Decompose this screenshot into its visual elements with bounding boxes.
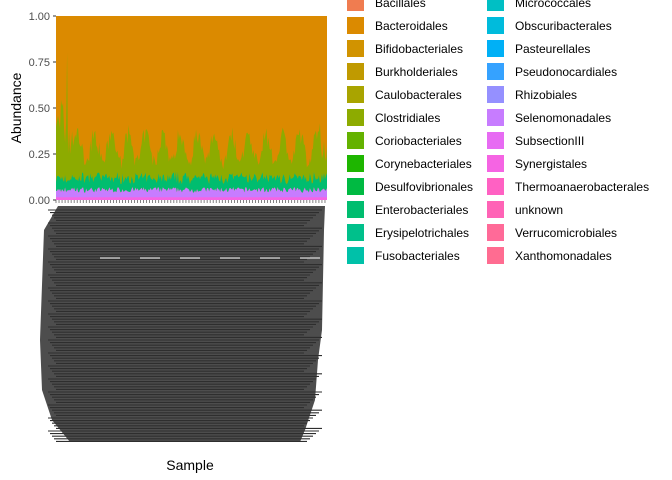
legend-label: Coriobacteriales [375,134,462,148]
legend-swatch [487,224,504,241]
legend-swatch [347,40,364,57]
legend-label: Bifidobacteriales [375,42,463,56]
legend-label: SubsectionIII [515,134,584,148]
legend-label: Bacteroidales [375,19,448,33]
area-synergistales [56,197,327,200]
legend-swatch [347,17,364,34]
area-clostridiales [56,52,327,185]
legend-label: Bacillales [375,0,426,10]
legend-swatch [487,17,504,34]
legend-label: Desulfovibrionales [375,180,473,194]
legend-label: Rhizobiales [515,88,577,102]
plot-panel [56,16,327,200]
legend-swatch [347,63,364,80]
legend-label: Erysipelotrichales [375,226,469,240]
legend-label: Pasteurellales [515,42,590,56]
legend-label: Synergistales [515,157,587,171]
legend-label: Caulobacterales [375,88,462,102]
legend-label: Clostridiales [375,111,440,125]
legend-swatch [487,201,504,218]
x-axis [40,200,326,442]
legend-swatch [347,178,364,195]
legend-swatch [487,63,504,80]
legend-swatch [347,224,364,241]
legend-label: unknown [515,203,563,217]
y-tick-label: 0.25 [29,149,50,161]
legend-label: Enterobacteriales [375,203,468,217]
legend-label: Micrococcales [515,0,591,10]
legend-swatch [347,132,364,149]
legend-label: Burkholderiales [375,65,458,79]
legend-swatch [347,109,364,126]
legend: Bacillales Bacteroidales Bifidobacteriales… [347,0,649,264]
legend-label: Thermoanaerobacterales [515,180,649,194]
x-axis-title: Sample [166,457,214,473]
y-axis-title: Abundance [8,72,24,143]
legend-swatch [487,109,504,126]
legend-label: Obscuribacterales [515,19,612,33]
legend-label: Pseudonocardiales [515,65,617,79]
legend-label: Verrucomicrobiales [515,226,617,240]
y-tick-label: 0.00 [29,195,50,207]
legend-swatch [347,86,364,103]
legend-label: Corynebacteriales [375,157,472,171]
legend-label: Selenomonadales [515,111,611,125]
legend-swatch [487,86,504,103]
legend-swatch [347,0,364,11]
legend-swatch [347,247,364,264]
legend-swatch [487,155,504,172]
y-tick-label: 1.00 [29,11,50,23]
area-selenomonadales [56,187,327,200]
y-tick-label: 0.75 [29,57,50,69]
legend-label: Fusobacteriales [375,249,460,263]
legend-label: Xanthomonadales [515,249,612,263]
legend-swatch [347,155,364,172]
y-axis: 0.00 0.25 0.50 0.75 1.00 [29,11,56,207]
legend-swatch [347,201,364,218]
legend-swatch [487,132,504,149]
legend-swatch [487,178,504,195]
y-tick-label: 0.50 [29,103,50,115]
legend-swatch [487,0,504,11]
legend-swatch [487,247,504,264]
area-enterobacteriales [56,171,327,193]
legend-swatch [487,40,504,57]
